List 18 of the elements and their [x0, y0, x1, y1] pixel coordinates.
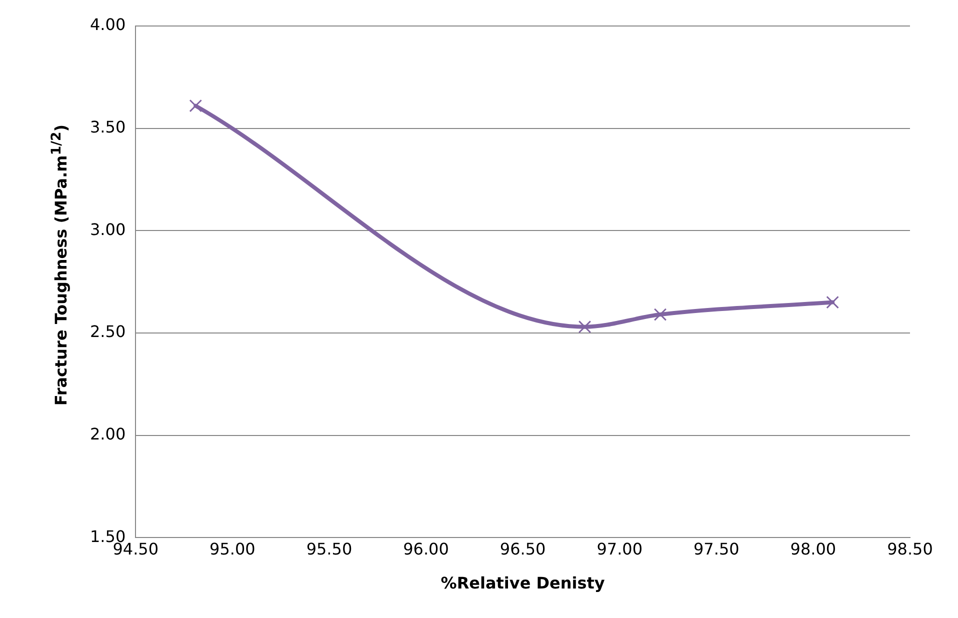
x-tick-label: 96.00 [403, 539, 449, 558]
x-tick-label: 97.50 [694, 539, 740, 558]
x-tick-label: 97.00 [596, 539, 643, 558]
point [826, 296, 839, 309]
x-axis-title: %Relative Denisty [440, 574, 606, 593]
point [189, 99, 202, 112]
y-tick-label: 4.00 [90, 15, 126, 34]
x-tick-label: 98.50 [887, 539, 933, 558]
y-tick-label: 3.50 [90, 117, 126, 136]
x-tick-label: 95.00 [210, 539, 256, 558]
point [578, 320, 592, 334]
x-tick-label: 96.50 [500, 539, 546, 558]
x-tick-label: 98.00 [790, 539, 836, 558]
y-tick-label: 2.00 [90, 424, 126, 444]
y-tick-label: 3.00 [90, 220, 126, 239]
point [654, 308, 667, 321]
y-tick-label: 2.50 [90, 322, 126, 342]
x-tick-label: 95.50 [306, 539, 352, 558]
